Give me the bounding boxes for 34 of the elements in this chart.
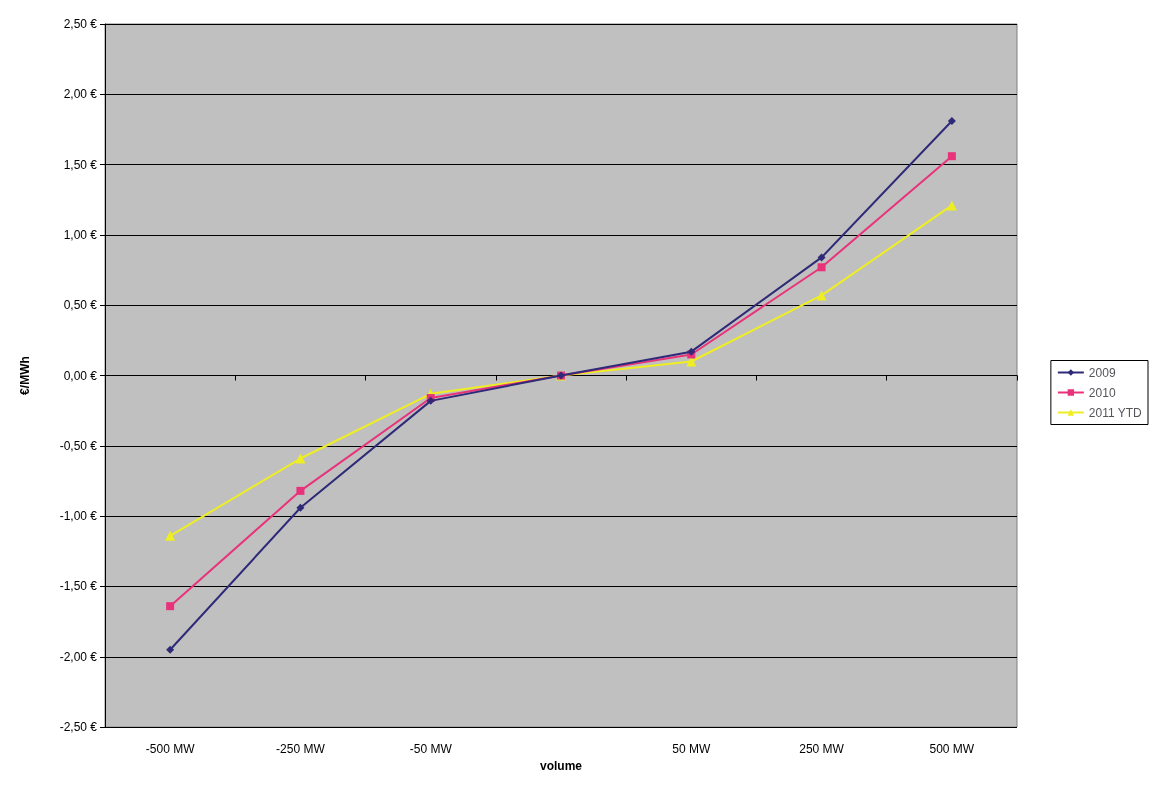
y-tick-label: 0,50 € [63, 298, 98, 313]
point [817, 253, 826, 262]
point [817, 263, 826, 272]
x-tick-label: 250 MW [799, 742, 845, 757]
point [816, 290, 827, 301]
x-tick-label: -250 MW [276, 742, 326, 757]
y-tick-label: -0,50 € [59, 438, 98, 453]
point [166, 645, 175, 654]
y-tick-label: 2,50 € [63, 17, 98, 31]
y-axis-title: €/MWh [18, 356, 32, 395]
point [946, 200, 957, 211]
y-tick-label: 0,00 € [63, 368, 98, 383]
x-tick-label: 500 MW [929, 742, 975, 757]
x-axis-title: volume [539, 759, 583, 773]
y-tick-label: -1,00 € [59, 509, 98, 524]
point [295, 453, 306, 464]
point [947, 152, 956, 161]
x-tick-label: -50 MW [409, 742, 453, 757]
legend-label: 2010 [1088, 385, 1116, 400]
point [296, 503, 305, 512]
point [296, 486, 305, 495]
x-tick-label: 50 MW [672, 742, 711, 757]
x-tick-label: -500 MW [145, 742, 196, 757]
y-tick-label: -1,50 € [59, 579, 98, 594]
legend-label: 2009 [1088, 365, 1116, 380]
point [166, 602, 175, 611]
legend-label: 2011 YTD [1088, 405, 1143, 420]
y-tick-label: -2,00 € [59, 649, 98, 664]
point [947, 117, 956, 126]
y-tick-label: -2,50 € [59, 720, 98, 735]
y-tick-label: 1,50 € [63, 157, 98, 172]
point [165, 530, 176, 541]
y-tick-label: 2,00 € [63, 87, 98, 102]
y-tick-label: 1,00 € [63, 227, 98, 242]
